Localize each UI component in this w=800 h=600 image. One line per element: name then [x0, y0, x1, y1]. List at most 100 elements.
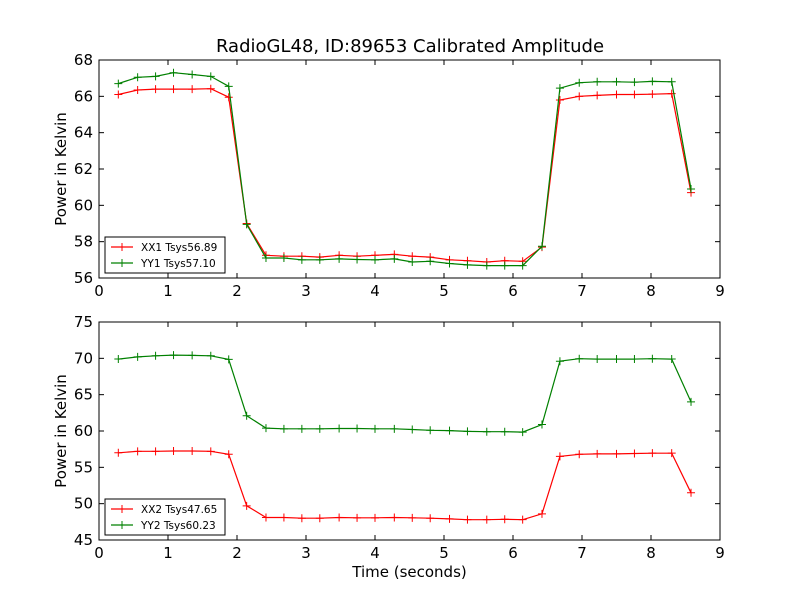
data-point: [445, 259, 454, 268]
legend-swatch-marker: [118, 243, 126, 251]
series-line-1: [118, 88, 692, 263]
y-tick-label: 45: [74, 531, 93, 549]
data-point: [353, 513, 362, 522]
data-point: [687, 488, 696, 497]
data-point: [518, 261, 527, 270]
data-point: [261, 254, 270, 263]
data-point: [463, 427, 472, 436]
data-point: [537, 420, 546, 429]
data-point: [335, 424, 344, 433]
data-point: [188, 85, 197, 94]
data-point: [555, 357, 564, 366]
data-point: [667, 449, 676, 458]
data-point: [575, 354, 584, 363]
x-tick-label: 1: [163, 544, 173, 562]
data-point: [371, 513, 379, 522]
x-tick-label: 1: [163, 282, 173, 300]
x-tick-label: 4: [370, 544, 380, 562]
data-point: [463, 260, 472, 269]
data-point: [114, 448, 123, 457]
data-point: [242, 220, 251, 229]
data-point: [390, 254, 399, 263]
data-point: [426, 426, 435, 435]
y-tick-label: 55: [74, 458, 93, 476]
data-point: [206, 72, 215, 81]
x-tick-label: 8: [646, 282, 656, 300]
data-point: [593, 449, 602, 458]
data-point: [593, 355, 602, 364]
data-point: [224, 450, 233, 459]
data-point: [279, 254, 288, 263]
data-point: [371, 424, 379, 433]
x-tick-label: 6: [508, 544, 518, 562]
chart-title: RadioGL48, ID:89653 Calibrated Amplitude: [216, 36, 604, 57]
data-point: [206, 84, 215, 93]
data-point: [537, 509, 546, 518]
data-point: [555, 452, 564, 461]
data-point: [169, 351, 178, 360]
data-point: [630, 355, 639, 364]
x-tick-label: 2: [232, 282, 242, 300]
y-tick-label: 60: [74, 422, 93, 440]
data-point: [169, 446, 178, 455]
data-point: [297, 255, 306, 264]
data-point: [555, 95, 564, 104]
data-point: [648, 354, 657, 363]
data-point: [500, 261, 509, 270]
data-point: [575, 450, 584, 459]
data-point: [297, 514, 306, 523]
data-point: [667, 355, 676, 364]
data-point: [648, 90, 657, 99]
x-tick-label: 3: [301, 544, 311, 562]
y-axis-label: Power in Kelvin: [52, 374, 70, 488]
data-point: [206, 351, 215, 360]
data-point: [482, 261, 491, 270]
data-point: [133, 352, 142, 361]
legend-swatch-marker: [118, 505, 126, 513]
data-point: [315, 514, 324, 523]
data-point: [500, 515, 509, 524]
data-point: [133, 85, 142, 94]
legend-label: XX2 Tsys47.65: [141, 504, 217, 516]
data-point: [224, 82, 233, 91]
data-point: [445, 426, 454, 435]
y-tick-label: 62: [74, 160, 93, 178]
y-axis-label: Power in Kelvin: [52, 112, 70, 226]
x-tick-label: 9: [715, 282, 725, 300]
data-point: [575, 92, 584, 101]
legend-box: [104, 498, 226, 536]
data-point: [188, 70, 197, 79]
legend-box: [104, 236, 226, 274]
data-point: [500, 427, 509, 436]
data-point: [133, 447, 142, 456]
data-point: [279, 424, 288, 433]
data-point: [667, 77, 676, 86]
data-point: [518, 515, 527, 524]
data-point: [371, 255, 379, 264]
data-point: [188, 351, 197, 360]
data-point: [353, 424, 362, 433]
data-point: [426, 257, 435, 266]
data-point: [537, 242, 546, 251]
data-point: [612, 77, 621, 86]
data-point: [242, 501, 251, 510]
data-point: [408, 425, 417, 434]
data-point: [224, 355, 233, 364]
x-tick-label: 0: [94, 282, 104, 300]
y-tick-label: 75: [74, 313, 93, 331]
y-tick-label: 64: [74, 124, 93, 142]
data-point: [518, 428, 527, 437]
x-tick-label: 9: [715, 544, 725, 562]
data-point: [482, 427, 491, 436]
data-point: [593, 77, 602, 86]
legend: XX2 Tsys47.65 YY2 Tsys60.23: [104, 498, 226, 536]
data-point: [335, 513, 344, 522]
data-point: [315, 424, 324, 433]
data-point: [445, 514, 454, 523]
data-point: [297, 424, 306, 433]
data-point: [612, 355, 621, 364]
data-point: [426, 514, 435, 523]
y-tick-label: 58: [74, 233, 93, 251]
